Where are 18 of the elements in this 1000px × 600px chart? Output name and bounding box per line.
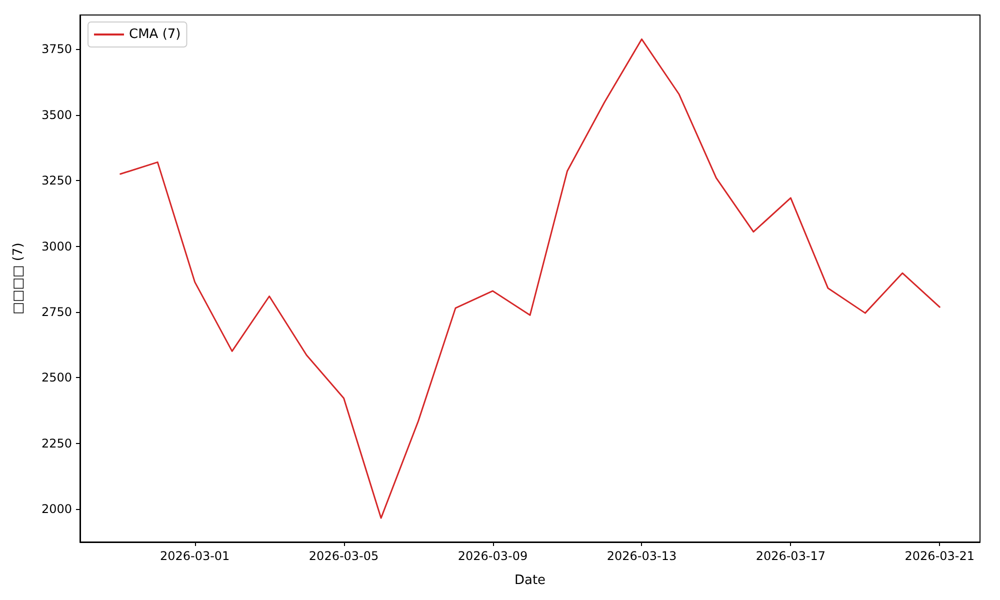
y-tick-label: 3000	[41, 239, 72, 254]
x-tick-label: 2026-03-21	[904, 549, 975, 563]
y-tick-label: 2750	[41, 305, 72, 320]
x-axis-title: Date	[514, 573, 546, 588]
y-tick-label: 2250	[41, 436, 72, 450]
y-tick-label: 2500	[41, 370, 72, 385]
x-tick-label: 2026-03-05	[308, 549, 379, 563]
x-tick-label: 2026-03-17	[756, 549, 826, 563]
y-tick-label: 3250	[41, 174, 72, 188]
y-tick-label: 2000	[41, 502, 72, 516]
legend-label: CMA (7)	[129, 27, 181, 42]
x-tick-label: 2026-03-01	[160, 549, 230, 563]
x-tick-label: 2026-03-13	[606, 549, 677, 563]
y-tick-label: 3750	[41, 42, 72, 56]
line-series	[120, 38, 940, 519]
y-axis-title: □□□□ (7)	[11, 242, 26, 314]
y-tick-label: 3500	[41, 108, 72, 122]
x-tick-label: 2026-03-09	[458, 549, 528, 563]
